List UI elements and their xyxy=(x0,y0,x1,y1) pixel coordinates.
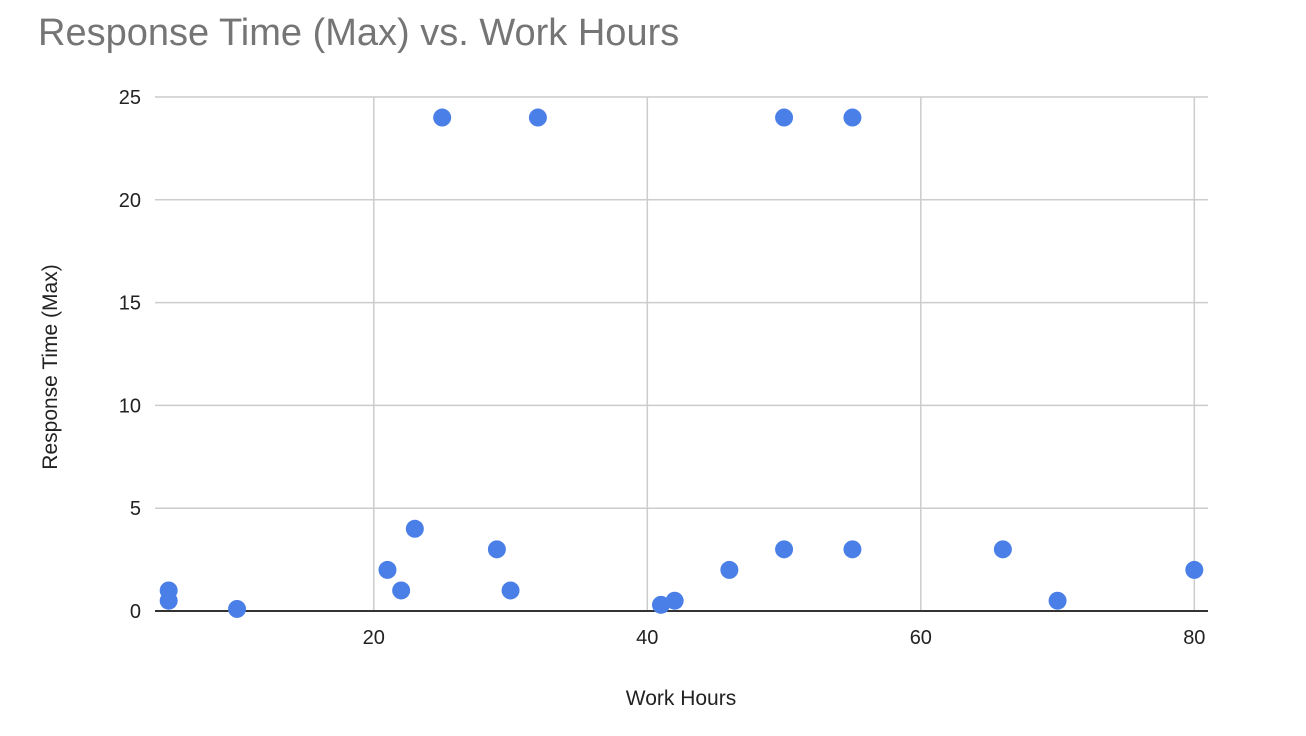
data-point xyxy=(843,540,862,559)
data-point xyxy=(665,591,684,610)
data-point xyxy=(843,108,862,127)
data-point xyxy=(501,581,520,600)
y-tick-label: 0 xyxy=(130,601,141,623)
data-point xyxy=(378,560,397,579)
data-point xyxy=(159,591,178,610)
data-point xyxy=(528,108,547,127)
axis-ticks: 0 5 10 15 20 25 20 40 60 80 xyxy=(119,87,1206,649)
chart-title: Response Time (Max) vs. Work Hours xyxy=(38,12,680,54)
x-axis-label: Work Hours xyxy=(626,687,736,710)
data-points xyxy=(159,108,1204,618)
data-point xyxy=(392,581,411,600)
y-tick-label: 5 xyxy=(130,498,141,520)
data-point xyxy=(720,560,739,579)
y-tick-label: 10 xyxy=(119,395,141,417)
y-tick-label: 20 xyxy=(119,190,141,212)
x-tick-label: 20 xyxy=(363,627,385,649)
data-point xyxy=(651,595,670,614)
y-tick-label: 15 xyxy=(119,293,141,315)
x-tick-label: 80 xyxy=(1183,627,1205,649)
x-tick-label: 40 xyxy=(636,627,658,649)
data-point xyxy=(487,540,506,559)
data-point xyxy=(405,519,424,538)
grid-lines xyxy=(155,96,1208,612)
data-point xyxy=(1048,591,1067,610)
y-tick-label: 25 xyxy=(119,87,141,109)
data-point xyxy=(775,108,794,127)
y-axis-label: Response Time (Max) xyxy=(39,264,62,469)
data-point xyxy=(1185,560,1204,579)
x-tick-label: 60 xyxy=(910,627,932,649)
data-point xyxy=(433,108,452,127)
data-point xyxy=(775,540,794,559)
data-point xyxy=(228,599,247,618)
data-point xyxy=(993,540,1012,559)
